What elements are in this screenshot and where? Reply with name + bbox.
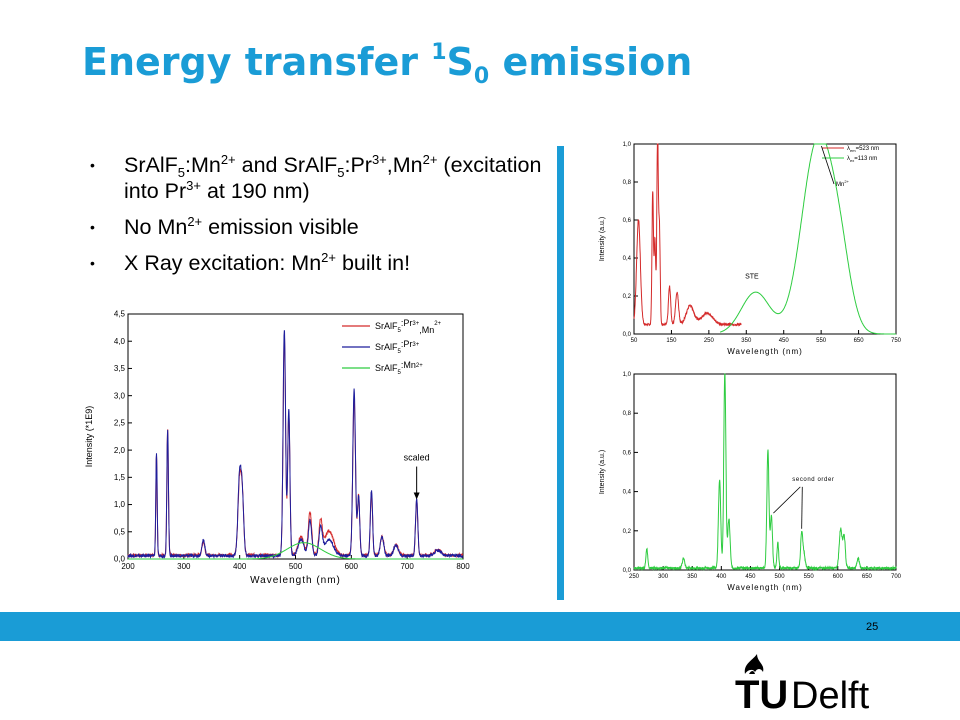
legend-entry: λex=113 nm bbox=[847, 156, 877, 163]
y-tick-label: 0,0 bbox=[623, 332, 632, 338]
y-tick-label: 0,8 bbox=[623, 180, 632, 186]
x-tick-label: 450 bbox=[745, 574, 756, 580]
y-tick-label: 2,0 bbox=[114, 446, 126, 455]
y-tick-label: 1,5 bbox=[114, 473, 126, 482]
x-tick-label: 600 bbox=[833, 574, 844, 580]
footer-band bbox=[0, 612, 960, 641]
x-tick-label: 50 bbox=[631, 338, 638, 344]
y-tick-label: 0,0 bbox=[114, 555, 126, 564]
bullet-item: • No Mn2+ emission visible bbox=[90, 214, 359, 239]
y-tick-label: 0,4 bbox=[623, 256, 632, 262]
x-tick-label: 600 bbox=[345, 562, 359, 571]
y-tick-label: 0,2 bbox=[623, 529, 632, 535]
x-tick-label: 400 bbox=[233, 562, 247, 571]
x-tick-label: 350 bbox=[687, 574, 698, 580]
y-tick-label: 0,2 bbox=[623, 294, 632, 300]
annotation-arrow-1 bbox=[773, 486, 801, 514]
y-tick-label: 1,0 bbox=[114, 500, 126, 509]
y-tick-label: 4,5 bbox=[114, 310, 126, 319]
series-line-3 bbox=[128, 542, 463, 560]
y-tick-label: 0,5 bbox=[114, 527, 126, 536]
x-tick-label: 200 bbox=[121, 562, 135, 571]
x-axis-label: Wavelength (nm) bbox=[727, 347, 803, 356]
x-tick-label: 650 bbox=[862, 574, 873, 580]
x-tick-label: 350 bbox=[741, 338, 752, 344]
x-tick-label: 500 bbox=[775, 574, 786, 580]
y-tick-label: 2,5 bbox=[114, 419, 126, 428]
x-tick-label: 500 bbox=[289, 562, 303, 571]
y-tick-label: 1,0 bbox=[623, 142, 632, 148]
page-number: 25 bbox=[866, 621, 879, 633]
bullet-dot: • bbox=[90, 255, 95, 271]
x-tick-label: 450 bbox=[779, 338, 790, 344]
series-line-1 bbox=[633, 373, 897, 572]
series-line-2 bbox=[719, 143, 896, 335]
bullet-item: • X Ray excitation: Mn2+ built in! bbox=[90, 250, 411, 275]
logo-tu: TU bbox=[735, 673, 788, 714]
y-axis-label: Intensity (*1E9) bbox=[84, 406, 94, 468]
x-axis-label: Wavelength (nm) bbox=[250, 575, 341, 586]
legend-entry: SrAlF5:Pr3+ bbox=[375, 339, 420, 355]
series-line-2 bbox=[127, 330, 464, 560]
legend-entry: SrAlF5:Mn2+ bbox=[375, 360, 423, 376]
tu-delft-logo: TU Delft bbox=[735, 654, 870, 714]
x-tick-label: 800 bbox=[456, 562, 470, 571]
annotation-second-order: second order bbox=[792, 477, 834, 483]
main-emission-chart: 200 300 400 500 600 700 800 0,0 0,5 1,0 1,5 2,0 2,5 3… bbox=[84, 310, 470, 586]
divider-bar bbox=[557, 146, 564, 600]
y-tick-label: 0,6 bbox=[623, 218, 632, 224]
y-tick-label: 0,0 bbox=[623, 568, 632, 574]
x-axis-label: Wavelength (nm) bbox=[727, 583, 803, 592]
slide-title: Energy transfer 1S0 emission bbox=[82, 40, 693, 89]
y-axis-label: Intensity (a.u.) bbox=[599, 450, 606, 494]
x-tick-label: 700 bbox=[891, 574, 902, 580]
y-tick-label: 0,8 bbox=[623, 411, 632, 417]
x-tick-label: 250 bbox=[629, 574, 640, 580]
x-tick-label: 750 bbox=[891, 338, 902, 344]
y-tick-label: 4,0 bbox=[114, 337, 126, 346]
y-tick-label: 0,4 bbox=[623, 490, 632, 496]
y-tick-label: 1,0 bbox=[623, 372, 632, 378]
legend-entry: λem=523 nm bbox=[847, 146, 879, 153]
y-tick-label: 3,0 bbox=[114, 391, 126, 400]
x-tick-label: 550 bbox=[804, 574, 815, 580]
annotation-scaled: scaled bbox=[404, 453, 430, 463]
annotation-arrowhead bbox=[413, 492, 420, 500]
logo-delft: Delft bbox=[791, 675, 870, 714]
y-tick-label: 3,5 bbox=[114, 364, 126, 373]
x-tick-label: 300 bbox=[658, 574, 669, 580]
plot-frame bbox=[633, 373, 897, 571]
series-line-1 bbox=[633, 143, 742, 327]
annotation-arrow-2 bbox=[801, 486, 803, 529]
plot-frame bbox=[633, 143, 897, 335]
annotation-mn: Mn2+ bbox=[836, 179, 850, 188]
y-axis-label: Intensity (a.u.) bbox=[599, 217, 606, 261]
x-tick-label: 150 bbox=[666, 338, 677, 344]
x-tick-label: 700 bbox=[400, 562, 414, 571]
bullet-item: • SrAlF5:Mn2+ and SrAlF5:Pr3+,Mn2+ (exci… bbox=[90, 152, 542, 203]
x-tick-label: 650 bbox=[854, 338, 865, 344]
y-tick-label: 0,6 bbox=[623, 450, 632, 456]
annotation-mn-line bbox=[821, 145, 835, 185]
x-tick-label: 300 bbox=[177, 562, 191, 571]
xray-emission-chart: 250 300 350 400 450 500 550 600 650 700 0,0 0,2 0,4 0… bbox=[599, 372, 902, 592]
bullet-dot: • bbox=[90, 157, 95, 173]
plot-frame bbox=[127, 313, 464, 560]
x-tick-label: 250 bbox=[704, 338, 715, 344]
flame-icon bbox=[744, 654, 764, 674]
x-tick-label: 550 bbox=[816, 338, 827, 344]
annotation-ste: STE bbox=[745, 273, 759, 280]
x-tick-label: 400 bbox=[716, 574, 727, 580]
bullet-dot: • bbox=[90, 219, 95, 235]
legend-entry: SrAlF5:Pr3+,Mn2+ bbox=[375, 318, 442, 335]
bullet-list: • SrAlF5:Mn2+ and SrAlF5:Pr3+,Mn2+ (exci… bbox=[90, 152, 560, 286]
excitation-emission-chart: 50 150 250 350 450 550 650 750 0,0 0,2 0,4 0,6 0,8 1,… bbox=[599, 142, 902, 356]
